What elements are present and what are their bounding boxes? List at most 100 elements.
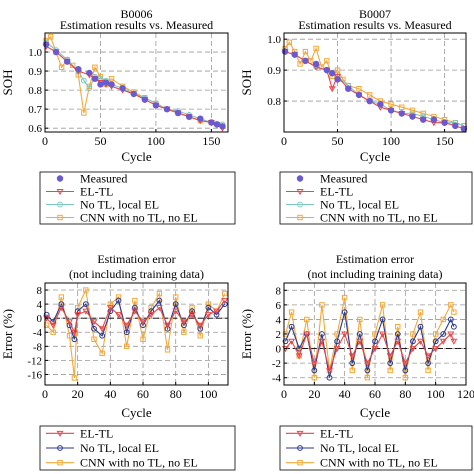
- data-point: [410, 338, 416, 345]
- data-point: [97, 81, 104, 88]
- chart-title: B0006: [120, 7, 152, 21]
- x-tick-label: 0: [281, 134, 287, 148]
- data-point: [197, 115, 204, 122]
- legend-box: [279, 171, 473, 225]
- data-point: [221, 298, 229, 305]
- data-point: [50, 329, 56, 335]
- x-tick-label: 40: [104, 387, 116, 401]
- data-point: [328, 70, 336, 77]
- legend-marker: [57, 201, 63, 208]
- data-point: [297, 61, 303, 67]
- data-point: [425, 367, 431, 374]
- data-point: [107, 301, 114, 307]
- legend-label: No TL, local EL: [320, 198, 399, 212]
- data-point: [74, 312, 82, 319]
- data-point: [108, 81, 115, 88]
- data-point: [173, 294, 179, 300]
- data-point: [447, 331, 455, 338]
- data-point: [174, 109, 182, 117]
- data-point: [326, 367, 333, 375]
- data-point: [319, 331, 325, 337]
- data-point: [334, 338, 340, 345]
- legend-label: CNN with no TL, no EL: [80, 211, 198, 225]
- plot-frame: [283, 32, 467, 133]
- data-point: [377, 100, 384, 108]
- data-point: [164, 322, 172, 329]
- plot-frame: [44, 282, 229, 386]
- data-point: [281, 48, 289, 55]
- y-tick-label: 0: [276, 344, 282, 356]
- series-no-tl-local-el: [43, 39, 226, 128]
- legend-label: EL-TL: [80, 426, 113, 440]
- data-point: [319, 302, 325, 308]
- data-point: [311, 375, 318, 381]
- data-point: [424, 353, 432, 360]
- x-tick-label: 50: [94, 134, 106, 148]
- x-tick-label: 0: [281, 387, 287, 401]
- data-point: [425, 360, 431, 367]
- data-point: [81, 110, 87, 116]
- data-point: [71, 375, 78, 381]
- data-point: [432, 331, 439, 337]
- legend-marker: [296, 175, 304, 182]
- data-point: [302, 57, 309, 65]
- data-point: [304, 316, 310, 323]
- data-point: [387, 360, 394, 367]
- data-point: [372, 338, 378, 345]
- x-tick-label: 20: [308, 387, 320, 401]
- legend-marker: [296, 189, 304, 196]
- data-point: [115, 294, 122, 300]
- data-point: [189, 304, 195, 311]
- x-tick-label: 150: [436, 134, 454, 148]
- data-point: [155, 305, 163, 312]
- data-point: [291, 51, 298, 58]
- y-tick-label: -4: [33, 327, 43, 339]
- b0006_error-panel: Estimation error(not including training …: [0, 252, 236, 471]
- data-point: [334, 67, 341, 73]
- data-point: [311, 367, 318, 374]
- data-point: [334, 76, 341, 83]
- y-tick-label: 1.0: [28, 47, 42, 59]
- x-axis-label: Cycle: [121, 405, 152, 420]
- data-point: [70, 62, 76, 69]
- data-point: [123, 329, 130, 336]
- chart-title: Estimation error: [97, 252, 175, 266]
- data-point: [86, 69, 93, 77]
- y-tick-label: 4: [37, 299, 43, 311]
- data-point: [102, 79, 110, 86]
- data-point: [313, 45, 319, 52]
- legend-label: CNN with no TL, no EL: [80, 456, 198, 470]
- data-point: [379, 302, 386, 308]
- x-tick-label: 60: [137, 387, 149, 401]
- data-point: [398, 110, 405, 117]
- data-point: [66, 319, 73, 326]
- series-line: [45, 42, 223, 125]
- data-point: [123, 322, 131, 329]
- data-point: [341, 294, 348, 301]
- data-point: [156, 297, 163, 304]
- legend-marker: [297, 459, 303, 466]
- legend-marker: [57, 459, 63, 466]
- data-point: [366, 97, 373, 105]
- data-point: [440, 316, 446, 323]
- data-point: [63, 58, 71, 65]
- data-point: [180, 319, 188, 326]
- data-point: [286, 39, 293, 45]
- data-point: [140, 336, 146, 342]
- data-point: [115, 297, 122, 304]
- data-point: [312, 60, 320, 68]
- data-point: [172, 301, 179, 308]
- y-axis-label: SOH: [239, 69, 254, 95]
- data-point: [288, 338, 296, 345]
- x-tick-label: 50: [332, 134, 344, 148]
- data-point: [341, 331, 349, 338]
- y-tick-label: 0.6: [28, 123, 42, 135]
- data-point: [379, 331, 387, 338]
- data-point: [450, 323, 457, 330]
- data-point: [130, 90, 137, 98]
